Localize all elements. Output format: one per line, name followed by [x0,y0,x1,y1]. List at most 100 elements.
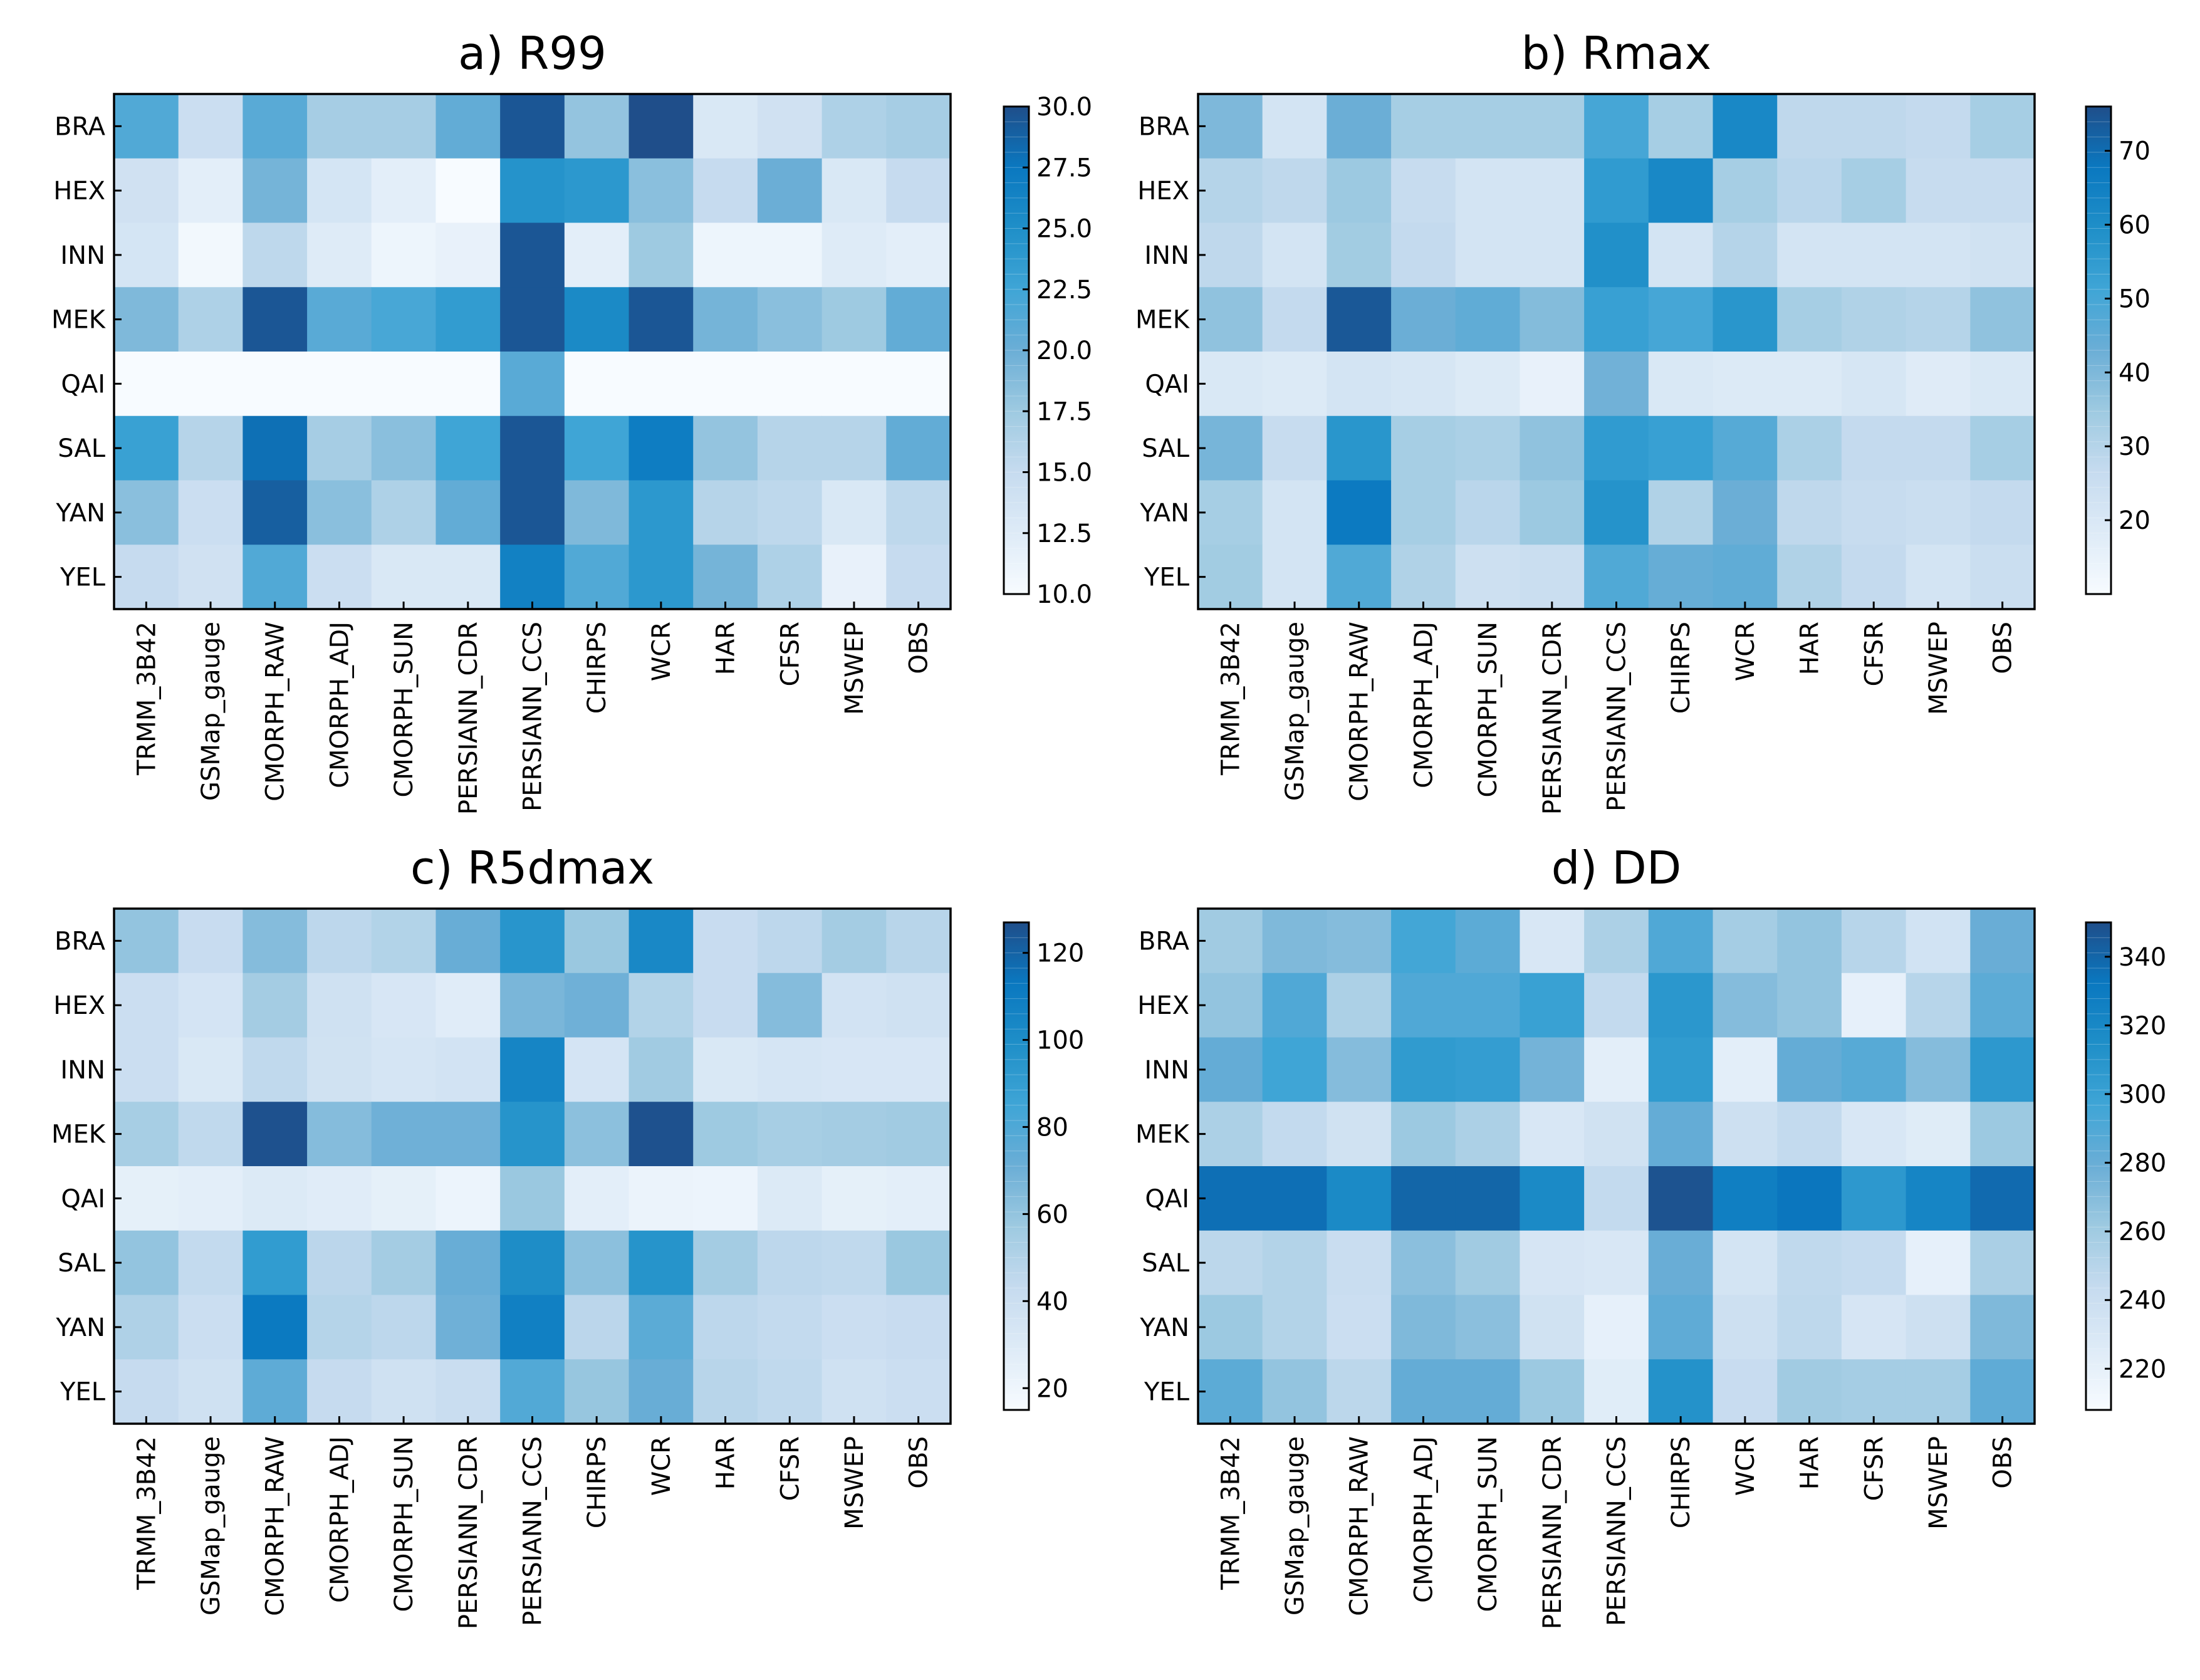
heatmap-cell-QAI-CHIRPS [564,1166,630,1231]
heatmap-cell-MEK-HAR [1777,1102,1842,1167]
heatmap-cell-HEX-PERSIANN_CCS [500,158,565,224]
heatmap-cell-SAL-CMORPH_SUN [371,1230,437,1296]
colorbar-tick-label: 260 [2119,1218,2166,1246]
heatmap-cell-SAL-PERSIANN_CDR [435,1230,501,1296]
heatmap-cell-YEL-MSWEP [1905,545,1971,610]
heatmap-cell-MEK-PERSIANN_CDR [435,1102,501,1167]
x-tick-label-CFSR: CFSR [776,1436,805,1501]
y-tick-label-SAL: SAL [1142,434,1189,463]
heatmap-cell-YAN-OBS [1970,1295,2035,1360]
heatmap-cell-INN-TRMM_3B42 [1198,222,1263,288]
colorbar-tick-label: 12.5 [1036,519,1092,548]
heatmap-cell-INN-CMORPH_RAW [1327,1037,1392,1102]
heatmap-cell-SAL-CHIRPS [1648,415,1714,481]
heatmap-cell-BRA-CFSR [757,909,823,974]
heatmap-cell-HEX-PERSIANN_CDR [435,973,501,1038]
panel-d: d) DD BRA HEX INN MEK QAI SAL YAN YEL TRMM_3B42 GS… [1135,842,2166,1629]
heatmap-cell-YAN-CMORPH_ADJ [307,1295,372,1360]
heatmap-cell-HEX-MSWEP [821,158,887,224]
heatmap-cell-INN-OBS [1970,1037,2035,1102]
y-tick-label-QAI: QAI [1145,370,1189,399]
heatmap-cell-YEL-PERSIANN_CDR [1520,1359,1585,1424]
heatmap-cell-BRA-TRMM_3B42 [1198,94,1263,159]
y-tick-label-MEK: MEK [51,306,107,335]
heatmap-cell-QAI-MSWEP [1905,1166,1971,1231]
colorbar-tick-label: 15.0 [1036,459,1092,488]
heatmap-cell-BRA-CHIRPS [1648,909,1714,974]
heatmap-cell-YAN-OBS [886,1295,951,1360]
panel-title: a) R99 [458,27,607,80]
heatmap-cell-SAL-HAR [693,1230,758,1296]
heatmap-cell-SAL-CMORPH_RAW [242,1230,308,1296]
heatmap-cell-HEX-WCR [1713,973,1778,1038]
colorbar-tick-label: 320 [2119,1011,2166,1040]
heatmap-cell-MEK-GSMap_gauge [1262,287,1327,352]
y-tick-label-MEK: MEK [1135,1120,1191,1149]
heatmap-cell-MEK-MSWEP [821,1102,887,1167]
heatmap-cell-YEL-CMORPH_SUN [371,545,437,610]
heatmap-cell-YAN-CMORPH_RAW [242,480,308,545]
x-tick-label-CMORPH_RAW: CMORPH_RAW [261,1436,290,1616]
heatmap-cell-INN-CHIRPS [564,222,630,288]
heatmap-cell-QAI-MSWEP [821,1166,887,1231]
heatmap-cell-BRA-CMORPH_RAW [1327,94,1392,159]
heatmap-cell-BRA-CFSR [1841,909,1907,974]
heatmap-cell-YAN-PERSIANN_CCS [1584,480,1649,545]
heatmap-cell-QAI-CHIRPS [1648,1166,1714,1231]
heatmap-cell-INN-CHIRPS [1648,1037,1714,1102]
x-tick-label-CMORPH_SUN: CMORPH_SUN [1474,622,1503,798]
x-tick-label-PERSIANN_CCS: PERSIANN_CCS [1603,1436,1632,1626]
heatmap-cell-MEK-TRMM_3B42 [1198,287,1263,352]
heatmap-cell-MEK-TRMM_3B42 [114,1102,179,1167]
heatmap-cell-INN-TRMM_3B42 [1198,1037,1263,1102]
heatmap-cell-SAL-CFSR [757,1230,823,1296]
heatmap-cell-MEK-TRMM_3B42 [1198,1102,1263,1167]
heatmap-cell-BRA-PERSIANN_CDR [1520,909,1585,974]
heatmap-cell-YEL-CMORPH_SUN [371,1359,437,1424]
heatmap-cell-MEK-CMORPH_SUN [1455,287,1521,352]
heatmap-cell-SAL-CMORPH_RAW [1327,1230,1392,1296]
heatmap-cell-BRA-PERSIANN_CCS [1584,909,1649,974]
heatmap-cell-YAN-CHIRPS [1648,480,1714,545]
heatmap-cell-SAL-PERSIANN_CCS [1584,1230,1649,1296]
heatmap-cell-INN-TRMM_3B42 [114,1037,179,1102]
heatmap-cell-QAI-HAR [693,352,758,417]
heatmap-cell-MEK-WCR [628,287,694,352]
heatmap-cell-YAN-TRMM_3B42 [114,480,179,545]
heatmap-cell-YAN-PERSIANN_CCS [500,1295,565,1360]
x-tick-label-CHIRPS: CHIRPS [583,1436,612,1528]
heatmap-cell-YAN-CMORPH_RAW [242,1295,308,1360]
y-tick-label-INN: INN [1144,1056,1189,1085]
heatmap-cell-QAI-MSWEP [1905,352,1971,417]
heatmap-cell-INN-WCR [628,1037,694,1102]
heatmap-cell-BRA-OBS [1970,94,2035,159]
heatmap-cell-YAN-CHIRPS [1648,1295,1714,1360]
heatmap-cell-MEK-CMORPH_RAW [242,287,308,352]
heatmap-cell-YAN-TRMM_3B42 [114,1295,179,1360]
panel-title: c) R5dmax [410,842,654,894]
heatmap-cell-BRA-OBS [1970,909,2035,974]
heatmap-cell-SAL-CMORPH_RAW [1327,415,1392,481]
heatmap-cell-HEX-CFSR [757,158,823,224]
x-tick-label-CMORPH_ADJ: CMORPH_ADJ [325,622,354,788]
colorbar [2086,107,2111,594]
heatmap-cell-BRA-CMORPH_SUN [1455,94,1521,159]
heatmap-cell-SAL-CFSR [1841,1230,1907,1296]
x-tick-label-HAR: HAR [712,622,741,675]
heatmap-cell-BRA-HAR [1777,94,1842,159]
heatmap-cell-YAN-WCR [628,1295,694,1360]
heatmap-cell-QAI-TRMM_3B42 [1198,1166,1263,1231]
heatmap-cell-SAL-PERSIANN_CDR [1520,415,1585,481]
heatmap-cell-HEX-CMORPH_SUN [371,973,437,1038]
heatmap-cell-SAL-MSWEP [821,1230,887,1296]
heatmap-cell-SAL-WCR [628,415,694,481]
heatmap-cell-BRA-CMORPH_SUN [1455,909,1521,974]
heatmap-cell-HEX-HAR [1777,973,1842,1038]
x-tick-label-CMORPH_SUN: CMORPH_SUN [390,1436,419,1612]
x-tick-label-MSWEP: MSWEP [1924,622,1953,715]
heatmap-cell-SAL-TRMM_3B42 [1198,1230,1263,1296]
heatmap-cell-YAN-CHIRPS [564,480,630,545]
heatmap-cell-HEX-CMORPH_SUN [1455,158,1521,224]
heatmap-cell-INN-MSWEP [1905,1037,1971,1102]
y-tick-label-YEL: YEL [60,1378,106,1407]
